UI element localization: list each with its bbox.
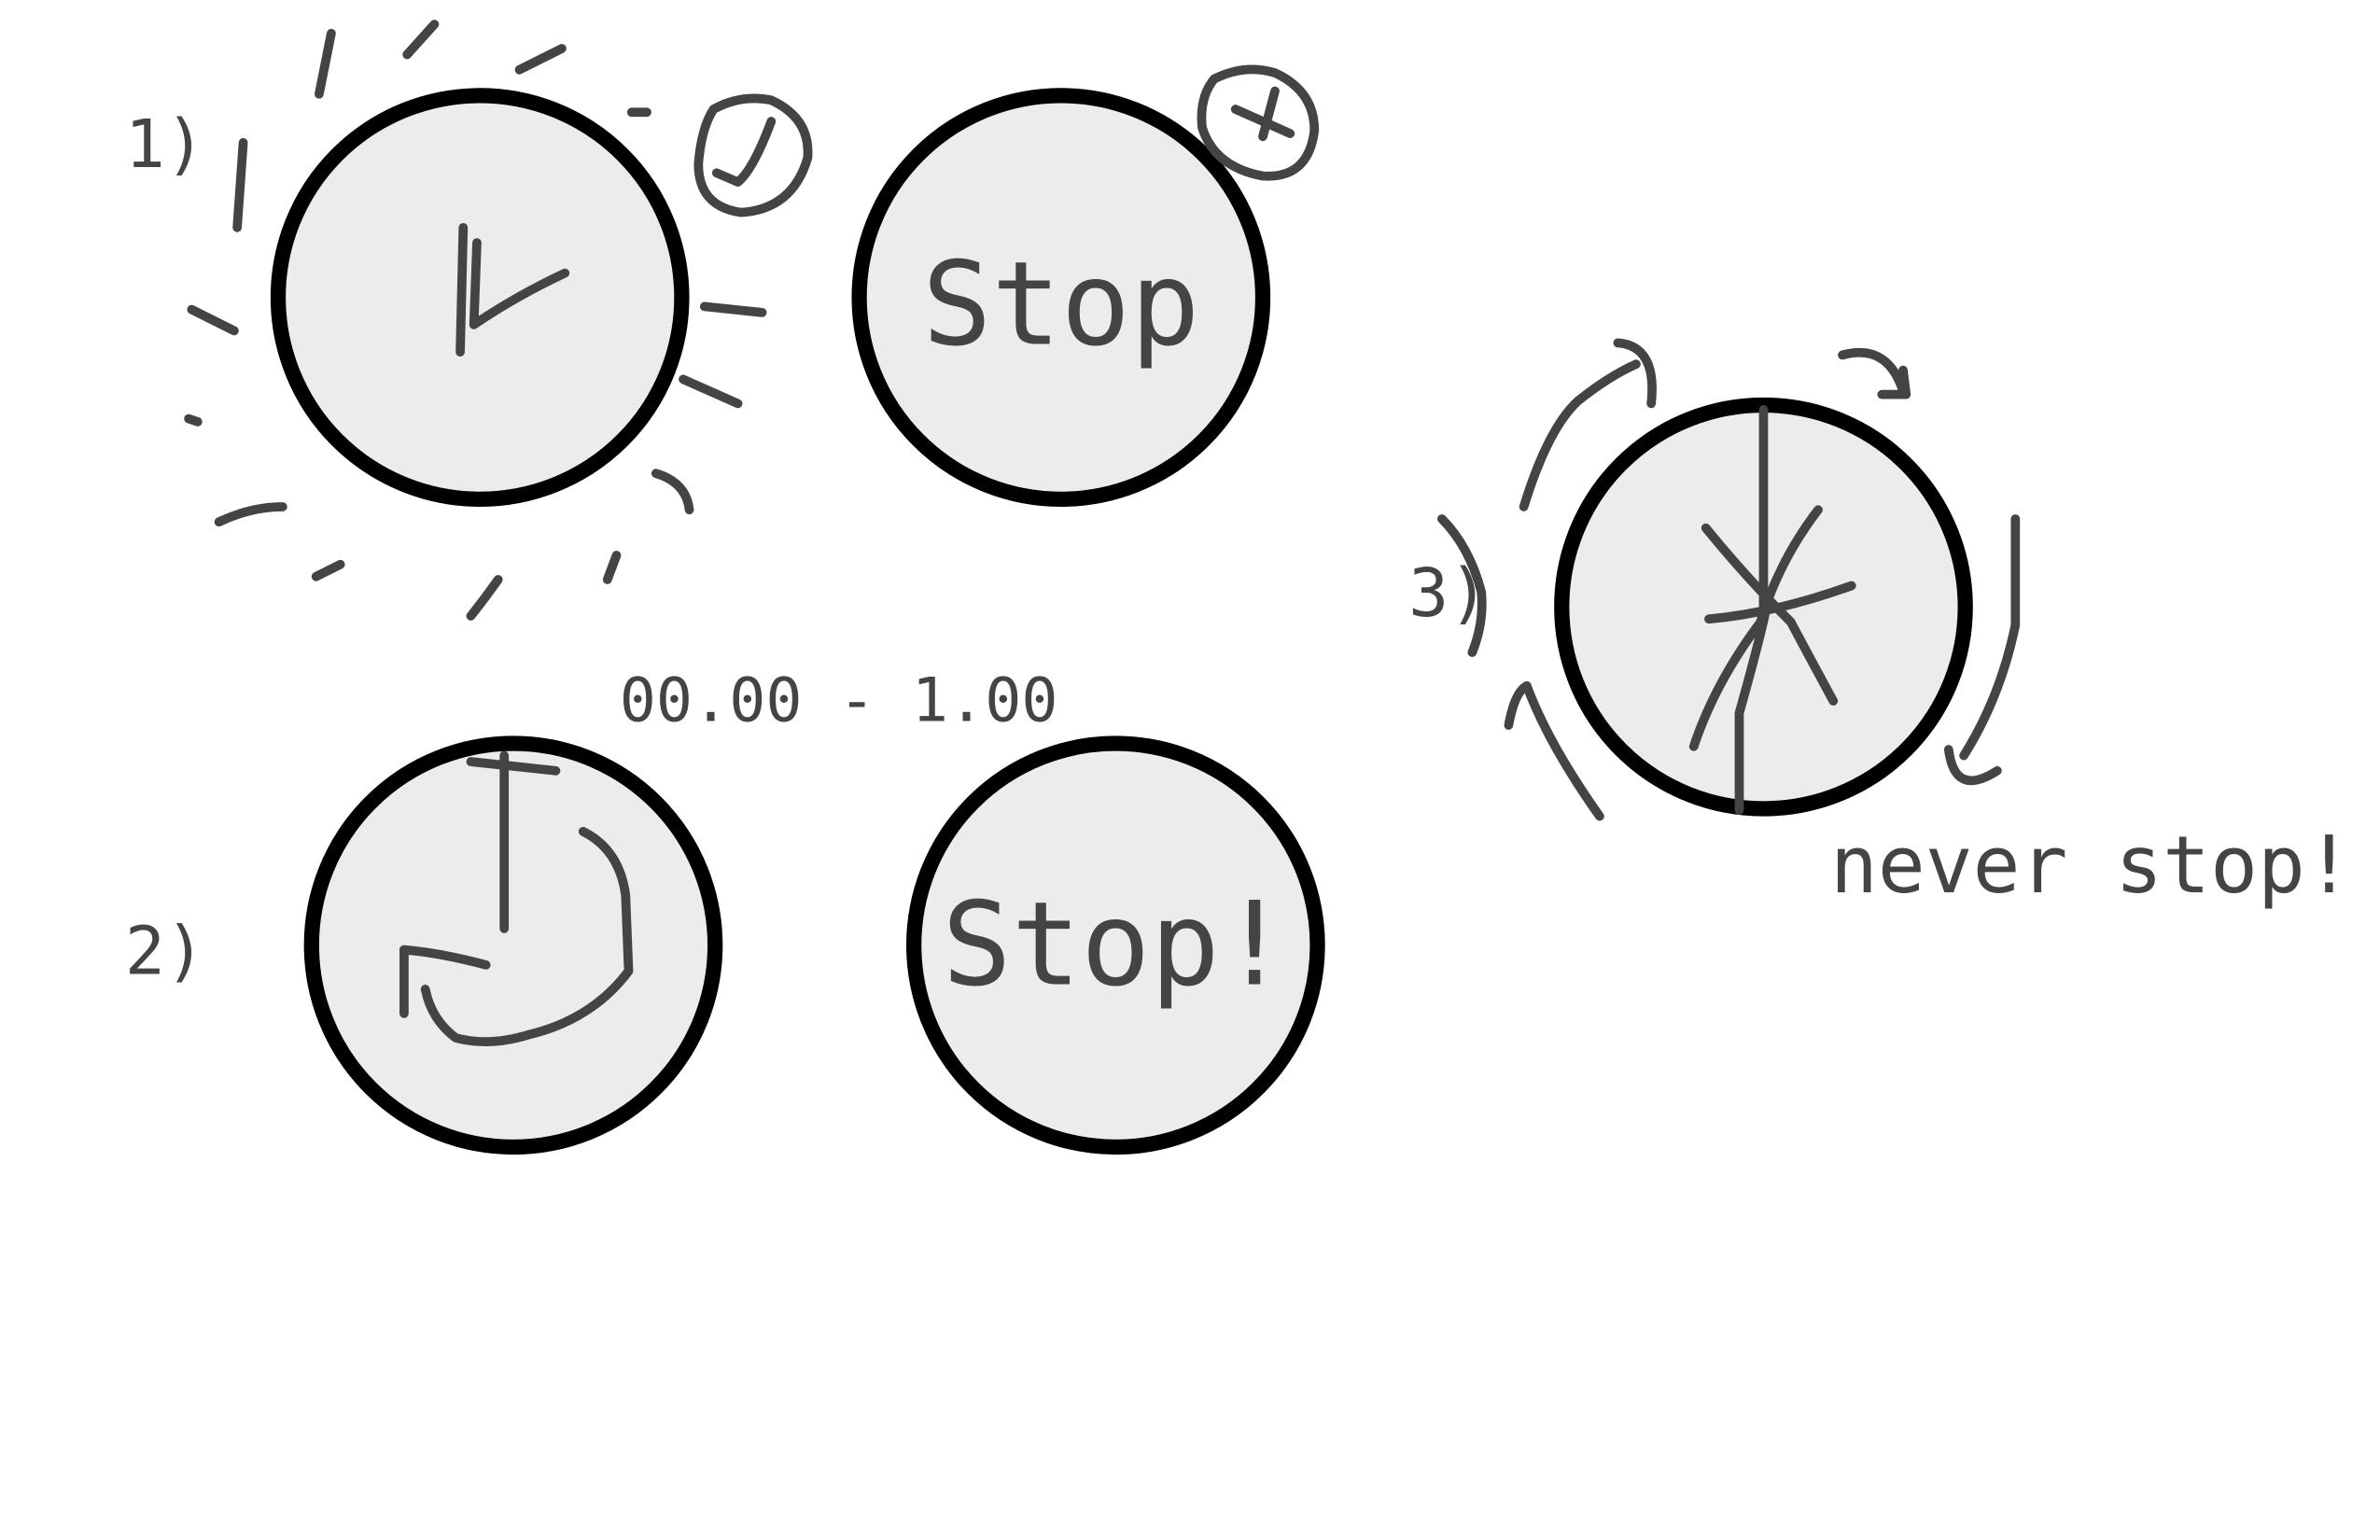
button-label: Stop! <box>942 878 1289 1013</box>
button-label: Stop <box>922 238 1199 372</box>
spin-arrows <box>1436 338 2021 821</box>
spin-icon <box>1688 405 1856 815</box>
stop-now-button[interactable] <box>906 735 1325 1155</box>
clock-hands <box>455 222 570 357</box>
timer-button[interactable] <box>270 88 690 507</box>
item-number: 1) <box>125 105 205 183</box>
power-icon <box>399 750 634 1046</box>
rays <box>184 20 767 621</box>
item-number: 2) <box>125 913 205 990</box>
power-button[interactable] <box>303 735 723 1155</box>
caption: never stop! <box>1830 819 2353 911</box>
disabled-icon <box>693 93 813 217</box>
close-icon[interactable] <box>1197 64 1320 181</box>
stop-button[interactable] <box>851 88 1271 507</box>
time-range: 00.00 - 1.00 <box>620 665 1058 735</box>
